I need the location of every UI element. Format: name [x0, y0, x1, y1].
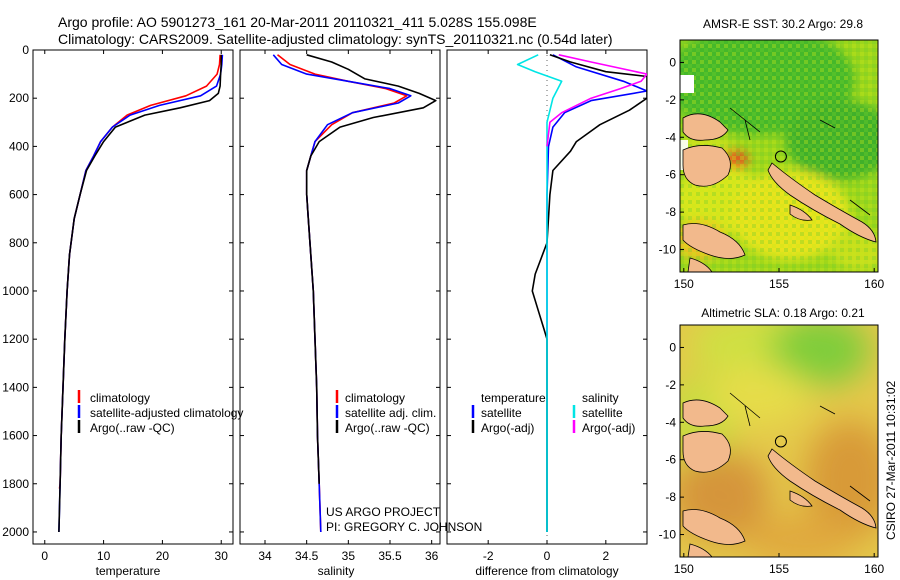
sst-map-title: AMSR-E SST: 30.2 Argo: 29.8: [703, 17, 863, 31]
sla-map-title: Altimetric SLA: 0.18 Argo: 0.21: [701, 306, 865, 320]
legend-label-satellite: satellite-adjusted climatology: [90, 406, 243, 420]
x-tick-label: 34.5: [295, 549, 319, 563]
salinity-lines: [272, 54, 437, 533]
map-y-tick-label: -2: [665, 93, 676, 107]
difference-xticks: -2 0 2: [447, 49, 647, 563]
map-x-tick-label: 160: [864, 562, 884, 576]
temperature-frame: [32, 49, 234, 545]
header-line-2: Climatology: CARS2009. Satellite-adjuste…: [58, 31, 613, 47]
series-line-argo-raw-qc-: [305, 54, 437, 484]
x-tick-label: 34: [258, 549, 272, 563]
sst-coastlines: [682, 107, 877, 272]
legend-label-satellite: satellite adj. clim.: [345, 406, 436, 420]
depth-tick-label: 1000: [2, 284, 29, 298]
x-tick-label: 0: [544, 549, 551, 563]
temperature-panel: 0 200 400 600 800 1000 1200 1400 1600 1800 2000 0 1…: [2, 43, 243, 578]
x-tick-label: 0: [41, 549, 48, 563]
depth-tick-label: 600: [9, 188, 29, 202]
x-tick-label: 20: [156, 549, 170, 563]
series-line-satellite-adjusted-climatology: [58, 54, 224, 533]
depth-tick-label: 1600: [2, 429, 29, 443]
csiro-stamp: CSIRO 27-Mar-2011 10:31:02: [884, 380, 898, 540]
x-tick-label: 35: [342, 549, 356, 563]
sla-map-ticks: 150 155 160 0 -2 -4 -6 -8 -10: [659, 340, 885, 576]
sla-field: [680, 325, 878, 557]
difference-xlabel: difference from climatology: [475, 564, 618, 578]
x-tick-label: 10: [97, 549, 111, 563]
project-line-1: US ARGO PROJECT: [326, 505, 441, 519]
sla-argo-marker: [774, 435, 787, 448]
legend-label-argo: Argo(..raw -QC): [90, 421, 175, 435]
depth-tick-label: 1200: [2, 332, 29, 346]
map-x-tick-label: 150: [674, 277, 694, 291]
x-tick-label: -2: [483, 549, 494, 563]
temperature-xlabel: temperature: [96, 564, 161, 578]
x-tick-label: 35.5: [378, 549, 402, 563]
sla-map-panel: Altimetric SLA: 0.18 Argo: 0.21: [659, 306, 885, 576]
depth-tick-label: 0: [22, 43, 29, 57]
temperature-xticks: 0 10 20 30: [41, 49, 233, 563]
depth-tick-label: 200: [9, 91, 29, 105]
series-line-temperature-argo-adj-: [531, 54, 647, 532]
project-line-2: PI: GREGORY C. JOHNSON: [326, 520, 482, 534]
salinity-panel: 34 34.5 35 35.5 36 salinity climatology sate…: [239, 49, 482, 578]
map-x-tick-label: 160: [864, 277, 884, 291]
map-y-tick-label: -4: [665, 415, 676, 429]
map-y-tick-label: -10: [659, 528, 677, 542]
legend-label-argo: Argo(..raw -QC): [345, 421, 430, 435]
x-tick-label: 2: [602, 549, 609, 563]
map-x-tick-label: 155: [769, 562, 789, 576]
map-y-tick-label: -8: [665, 205, 676, 219]
depth-tick-label: 1400: [2, 380, 29, 394]
map-y-tick-label: -6: [665, 453, 676, 467]
x-tick-label: 30: [215, 549, 229, 563]
series-line-salinity-argo-adj-: [546, 54, 647, 147]
difference-lines: [516, 54, 647, 532]
map-y-tick-label: -4: [665, 130, 676, 144]
depth-tick-label: 1800: [2, 477, 29, 491]
salinity-legend: climatology satellite adj. clim. Argo(..…: [335, 390, 436, 435]
legend-salinity-header: salinity: [582, 391, 619, 405]
legend-label-temp-satellite: satellite: [481, 406, 522, 420]
salinity-xticks: 34 34.5 35 35.5 36: [240, 49, 440, 563]
depth-axis: 0 200 400 600 800 1000 1200 1400 1600 1800 2000: [2, 43, 37, 539]
sst-field: [680, 40, 878, 272]
temperature-lines: [58, 54, 224, 533]
difference-panel: -2 0 2 difference from climatology tempera…: [446, 49, 648, 578]
map-y-tick-label: -6: [665, 168, 676, 182]
depth-tick-label: 800: [9, 236, 29, 250]
map-y-tick-label: 0: [669, 340, 676, 354]
sst-map-panel: AMSR-E SST: 30.2 Argo: 29.8: [659, 17, 885, 291]
salinity-frame: [239, 49, 441, 545]
depth-tick-label: 400: [9, 139, 29, 153]
series-line-salinity-satellite: [516, 54, 563, 532]
salinity-xlabel: salinity: [318, 564, 355, 578]
depth-tick-label: 2000: [2, 525, 29, 539]
sst-map-ticks: 150 155 160 0 -2 -4 -6 -8 -10: [659, 55, 885, 291]
legend-label-sal-argo: Argo(-adj): [582, 421, 635, 435]
map-y-tick-label: -10: [659, 243, 677, 257]
sla-coastlines: [682, 392, 877, 557]
map-y-tick-label: -2: [665, 378, 676, 392]
header-line-1: Argo profile: AO 5901273_161 20-Mar-2011…: [58, 14, 537, 30]
legend-temperature-header: temperature: [481, 391, 546, 405]
map-y-tick-label: -8: [665, 490, 676, 504]
legend-label-climatology: climatology: [90, 391, 150, 405]
map-y-tick-label: 0: [669, 55, 676, 69]
map-x-tick-label: 155: [769, 277, 789, 291]
difference-legend: temperature satellite Argo(-adj) salinit…: [471, 391, 635, 435]
legend-label-sal-satellite: satellite: [582, 406, 623, 420]
map-x-tick-label: 150: [674, 562, 694, 576]
x-tick-label: 36: [425, 549, 439, 563]
temperature-legend: climatology satellite-adjusted climatolo…: [77, 390, 243, 435]
legend-label-temp-argo: Argo(-adj): [481, 421, 534, 435]
series-line-argo-raw-qc-: [58, 54, 222, 533]
sst-argo-marker: [774, 150, 787, 163]
legend-label-climatology: climatology: [345, 391, 405, 405]
